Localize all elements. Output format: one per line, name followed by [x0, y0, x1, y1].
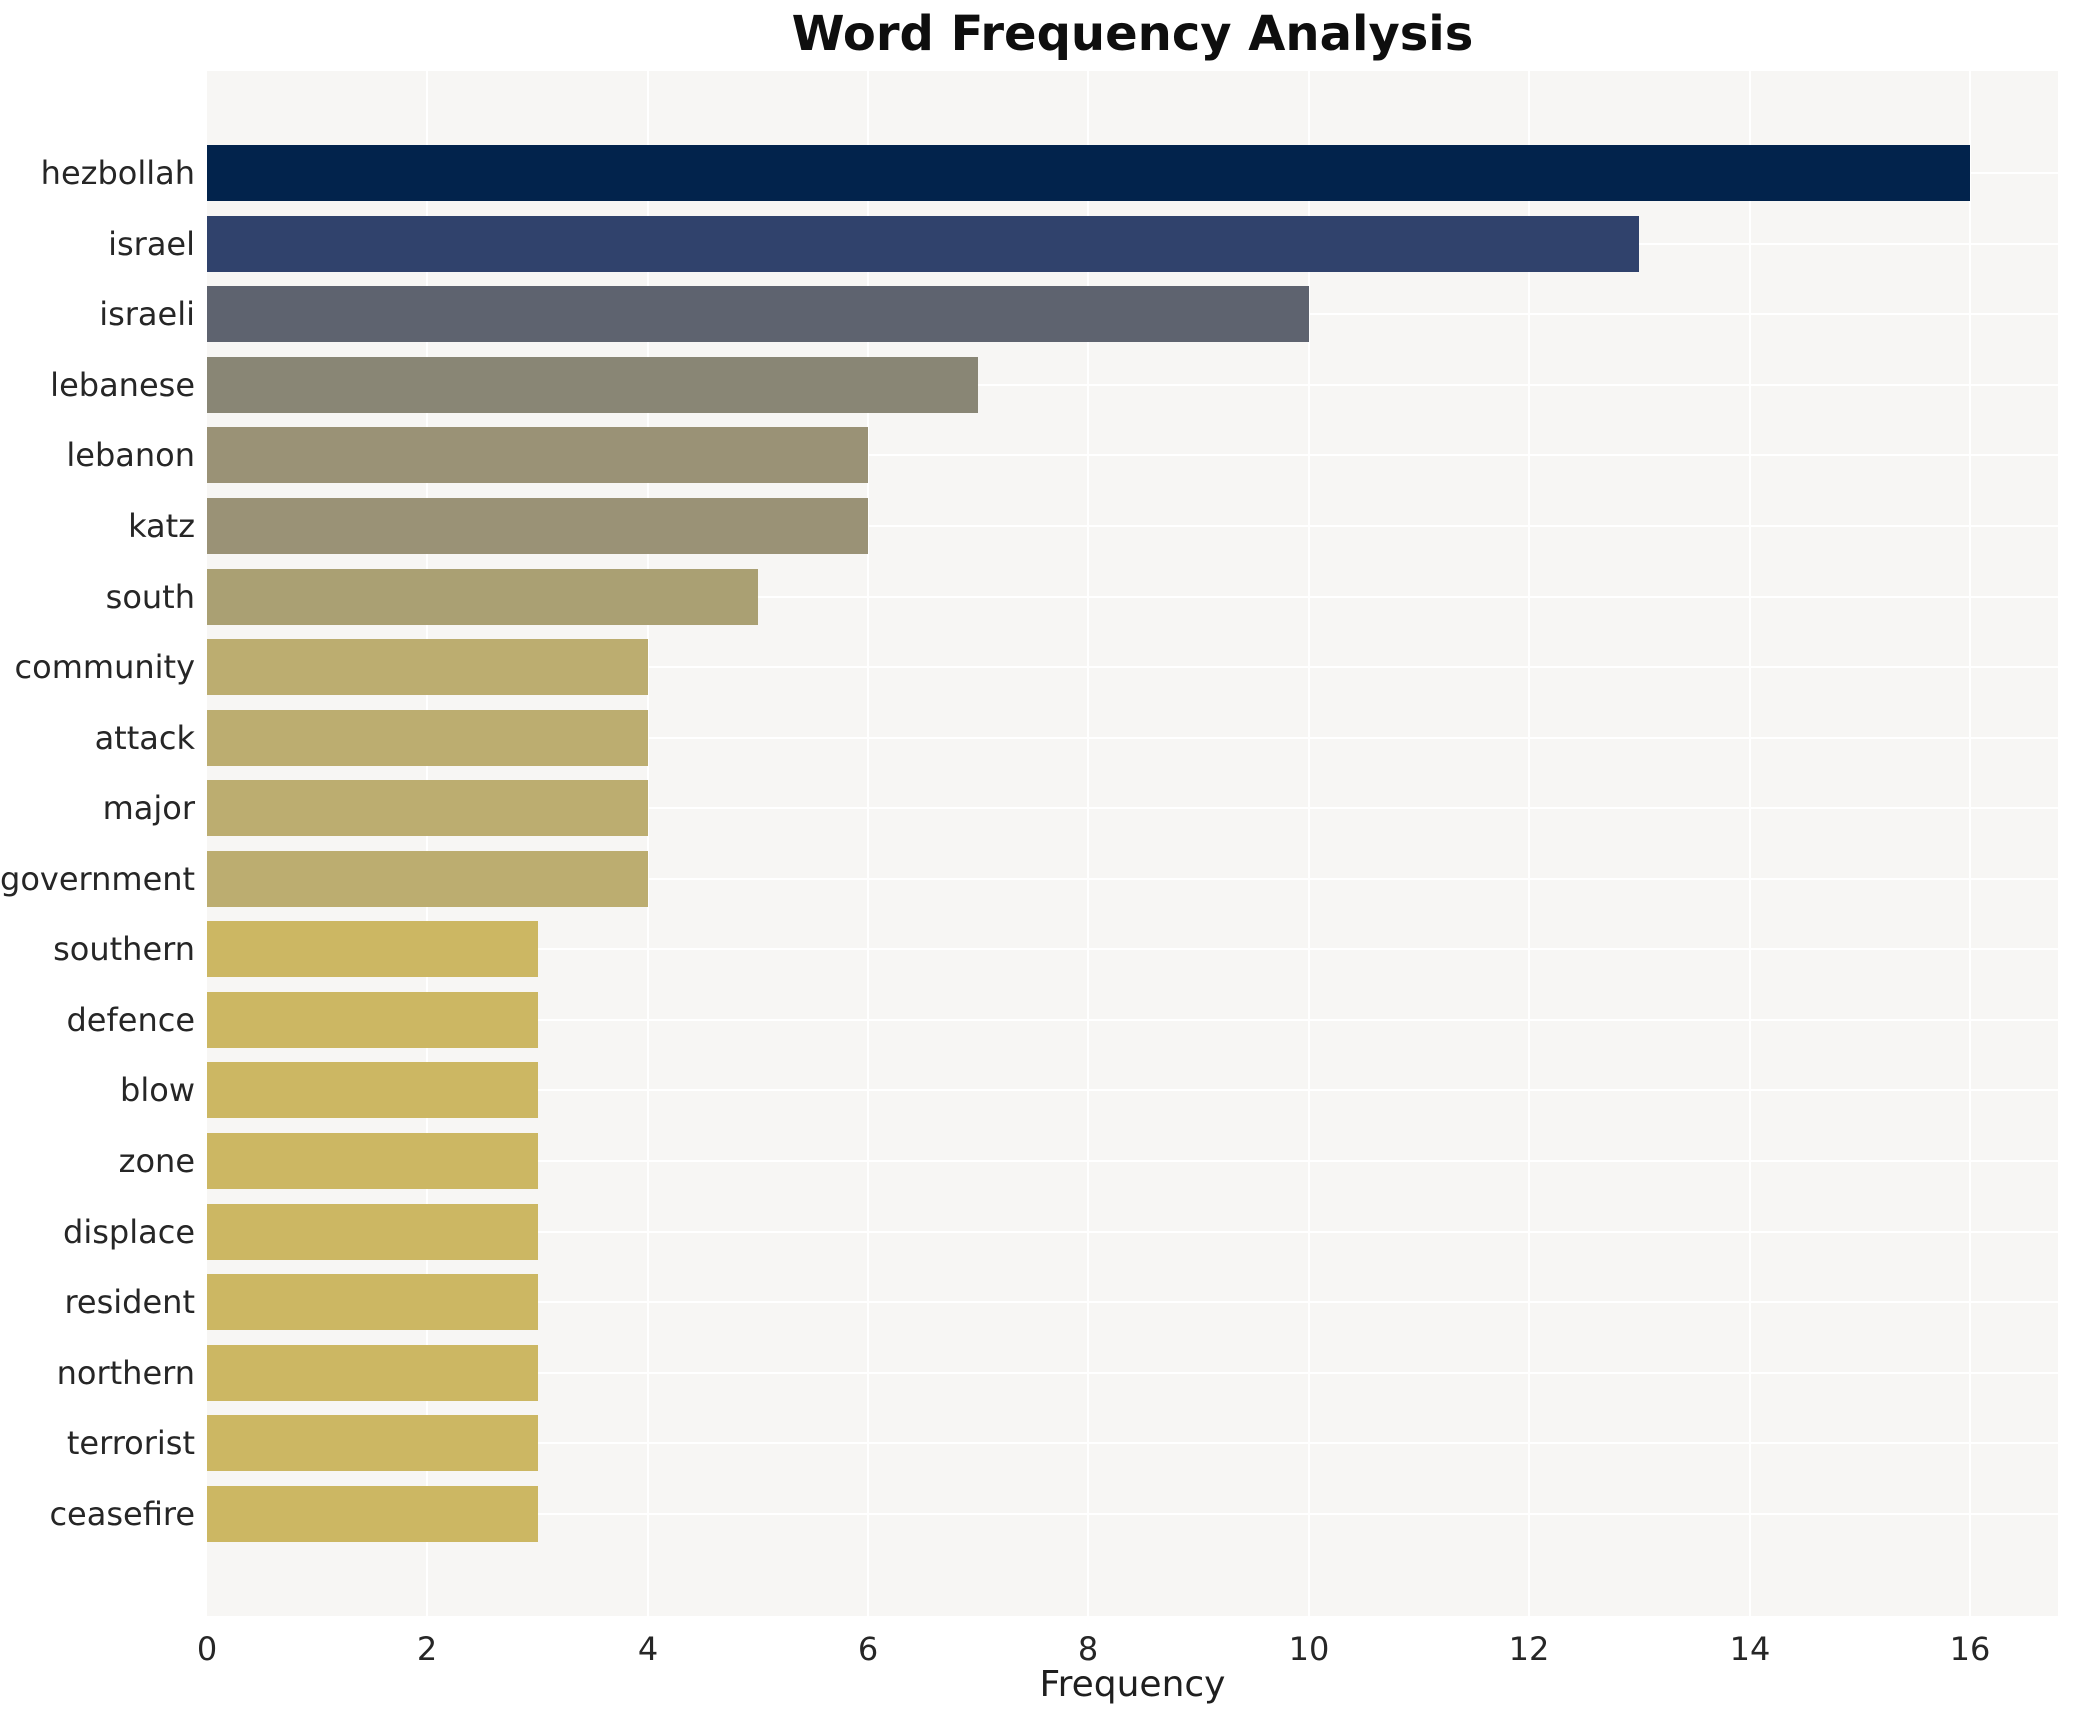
x-tick-label: 16	[1949, 1630, 1991, 1668]
x-gridline	[1528, 71, 1530, 1616]
y-tick-label-displace: displace	[63, 1213, 195, 1251]
y-gridline	[207, 1301, 2058, 1303]
y-gridline	[207, 525, 2058, 527]
y-gridline	[207, 1160, 2058, 1162]
y-gridline	[207, 1442, 2058, 1444]
y-gridline	[207, 1513, 2058, 1515]
y-tick-label-government: government	[0, 860, 196, 898]
y-tick-label-major: major	[102, 789, 195, 827]
bar-attack	[207, 710, 648, 766]
y-tick-label-katz: katz	[128, 507, 195, 545]
x-tick-label: 12	[1508, 1630, 1550, 1668]
plot-area	[207, 71, 2058, 1616]
bar-terrorist	[207, 1415, 538, 1471]
y-tick-label-resident: resident	[64, 1283, 195, 1321]
bar-lebanon	[207, 427, 868, 483]
y-gridline	[207, 454, 2058, 456]
bar-displace	[207, 1204, 538, 1260]
bar-katz	[207, 498, 868, 554]
x-gridline	[426, 71, 428, 1616]
bar-lebanese	[207, 357, 978, 413]
x-tick-label: 14	[1729, 1630, 1771, 1668]
y-tick-label-ceasefire: ceasefire	[49, 1495, 195, 1533]
y-gridline	[207, 1372, 2058, 1374]
bar-israel	[207, 216, 1639, 272]
y-tick-label-south: south	[105, 578, 195, 616]
x-gridline	[1087, 71, 1089, 1616]
bar-major	[207, 780, 648, 836]
bar-hezbollah	[207, 145, 1970, 201]
x-gridline	[647, 71, 649, 1616]
bar-blow	[207, 1062, 538, 1118]
y-tick-label-terrorist: terrorist	[66, 1424, 195, 1462]
x-tick-label: 0	[196, 1630, 218, 1668]
x-gridline	[1308, 71, 1310, 1616]
bar-southern	[207, 921, 538, 977]
x-gridline	[867, 71, 869, 1616]
y-gridline	[207, 1089, 2058, 1091]
y-tick-label-northern: northern	[56, 1354, 195, 1392]
x-gridline	[1969, 71, 1971, 1616]
bar-northern	[207, 1345, 538, 1401]
bar-community	[207, 639, 648, 695]
y-tick-label-defence: defence	[66, 1001, 195, 1039]
y-gridline	[207, 737, 2058, 739]
y-gridline	[207, 384, 2058, 386]
y-gridline	[207, 596, 2058, 598]
x-gridline	[1749, 71, 1751, 1616]
y-gridline	[207, 807, 2058, 809]
y-tick-label-israeli: israeli	[99, 295, 195, 333]
y-tick-label-community: community	[14, 648, 195, 686]
chart-title: Word Frequency Analysis	[791, 6, 1474, 62]
x-tick-label: 2	[416, 1630, 438, 1668]
y-tick-label-lebanon: lebanon	[66, 436, 195, 474]
y-tick-label-israel: israel	[108, 225, 195, 263]
y-tick-label-lebanese: lebanese	[50, 366, 195, 404]
y-tick-label-hezbollah: hezbollah	[40, 154, 195, 192]
y-gridline	[207, 948, 2058, 950]
bar-south	[207, 569, 758, 625]
bar-defence	[207, 992, 538, 1048]
x-tick-label: 10	[1288, 1630, 1330, 1668]
bar-israeli	[207, 286, 1309, 342]
y-tick-label-blow: blow	[120, 1071, 195, 1109]
bar-ceasefire	[207, 1486, 538, 1542]
y-tick-label-southern: southern	[53, 930, 195, 968]
y-gridline	[207, 1231, 2058, 1233]
x-tick-label: 4	[637, 1630, 659, 1668]
x-axis-label: Frequency	[1039, 1664, 1226, 1705]
y-gridline	[207, 666, 2058, 668]
y-gridline	[207, 1019, 2058, 1021]
x-tick-label: 6	[857, 1630, 879, 1668]
y-gridline	[207, 878, 2058, 880]
bar-zone	[207, 1133, 538, 1189]
x-tick-label: 8	[1077, 1630, 1099, 1668]
y-tick-label-zone: zone	[118, 1142, 195, 1180]
bar-government	[207, 851, 648, 907]
bar-resident	[207, 1274, 538, 1330]
y-tick-label-attack: attack	[94, 719, 195, 757]
